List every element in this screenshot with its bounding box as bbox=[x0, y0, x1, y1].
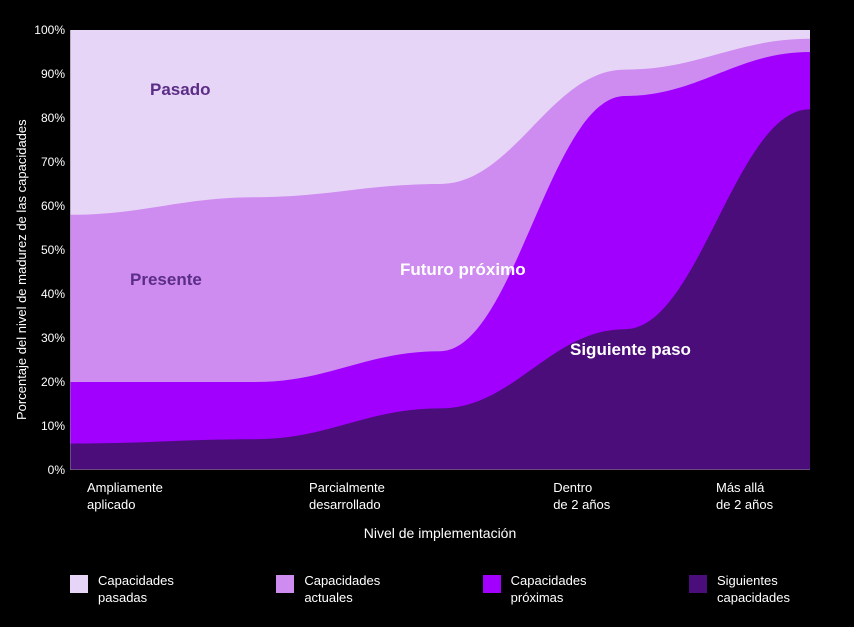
y-tick: 20% bbox=[25, 375, 65, 389]
x-tick: Parcialmentedesarrollado bbox=[309, 480, 449, 514]
y-tick: 50% bbox=[25, 243, 65, 257]
legend-label: Capacidadespasadas bbox=[98, 573, 174, 607]
legend-swatch bbox=[70, 575, 88, 593]
x-tick: Dentrode 2 años bbox=[553, 480, 693, 514]
y-tick: 90% bbox=[25, 67, 65, 81]
y-tick: 80% bbox=[25, 111, 65, 125]
y-tick: 60% bbox=[25, 199, 65, 213]
legend-item-actuales: Capacidadesactuales bbox=[276, 573, 380, 607]
legend-item-pasadas: Capacidadespasadas bbox=[70, 573, 174, 607]
legend-swatch bbox=[689, 575, 707, 593]
legend-label: Siguientescapacidades bbox=[717, 573, 790, 607]
x-axis-label: Nivel de implementación bbox=[290, 525, 590, 541]
plot-area: Siguiente paso Futuro próximo Presente Pasa… bbox=[70, 30, 810, 470]
legend: Capacidadespasadas Capacidadesactuales Cap… bbox=[70, 573, 810, 607]
y-tick: 70% bbox=[25, 155, 65, 169]
x-tick: Ampliamenteaplicado bbox=[87, 480, 227, 514]
chart-container: Porcentaje del nivel de madurez de las c… bbox=[0, 0, 854, 627]
y-tick: 30% bbox=[25, 331, 65, 345]
legend-swatch bbox=[276, 575, 294, 593]
y-tick: 0% bbox=[25, 463, 65, 477]
y-tick: 10% bbox=[25, 419, 65, 433]
legend-label: Capacidadesactuales bbox=[304, 573, 380, 607]
legend-item-proximas: Capacidadespróximas bbox=[483, 573, 587, 607]
area-label-proximas: Futuro próximo bbox=[400, 260, 526, 280]
y-tick: 100% bbox=[25, 23, 65, 37]
area-label-pasadas: Pasado bbox=[150, 80, 210, 100]
area-label-actuales: Presente bbox=[130, 270, 202, 290]
area-label-siguiente: Siguiente paso bbox=[570, 340, 691, 360]
legend-swatch bbox=[483, 575, 501, 593]
legend-item-siguiente: Siguientescapacidades bbox=[689, 573, 790, 607]
x-tick: Más alláde 2 años bbox=[716, 480, 854, 514]
y-tick: 40% bbox=[25, 287, 65, 301]
legend-label: Capacidadespróximas bbox=[511, 573, 587, 607]
